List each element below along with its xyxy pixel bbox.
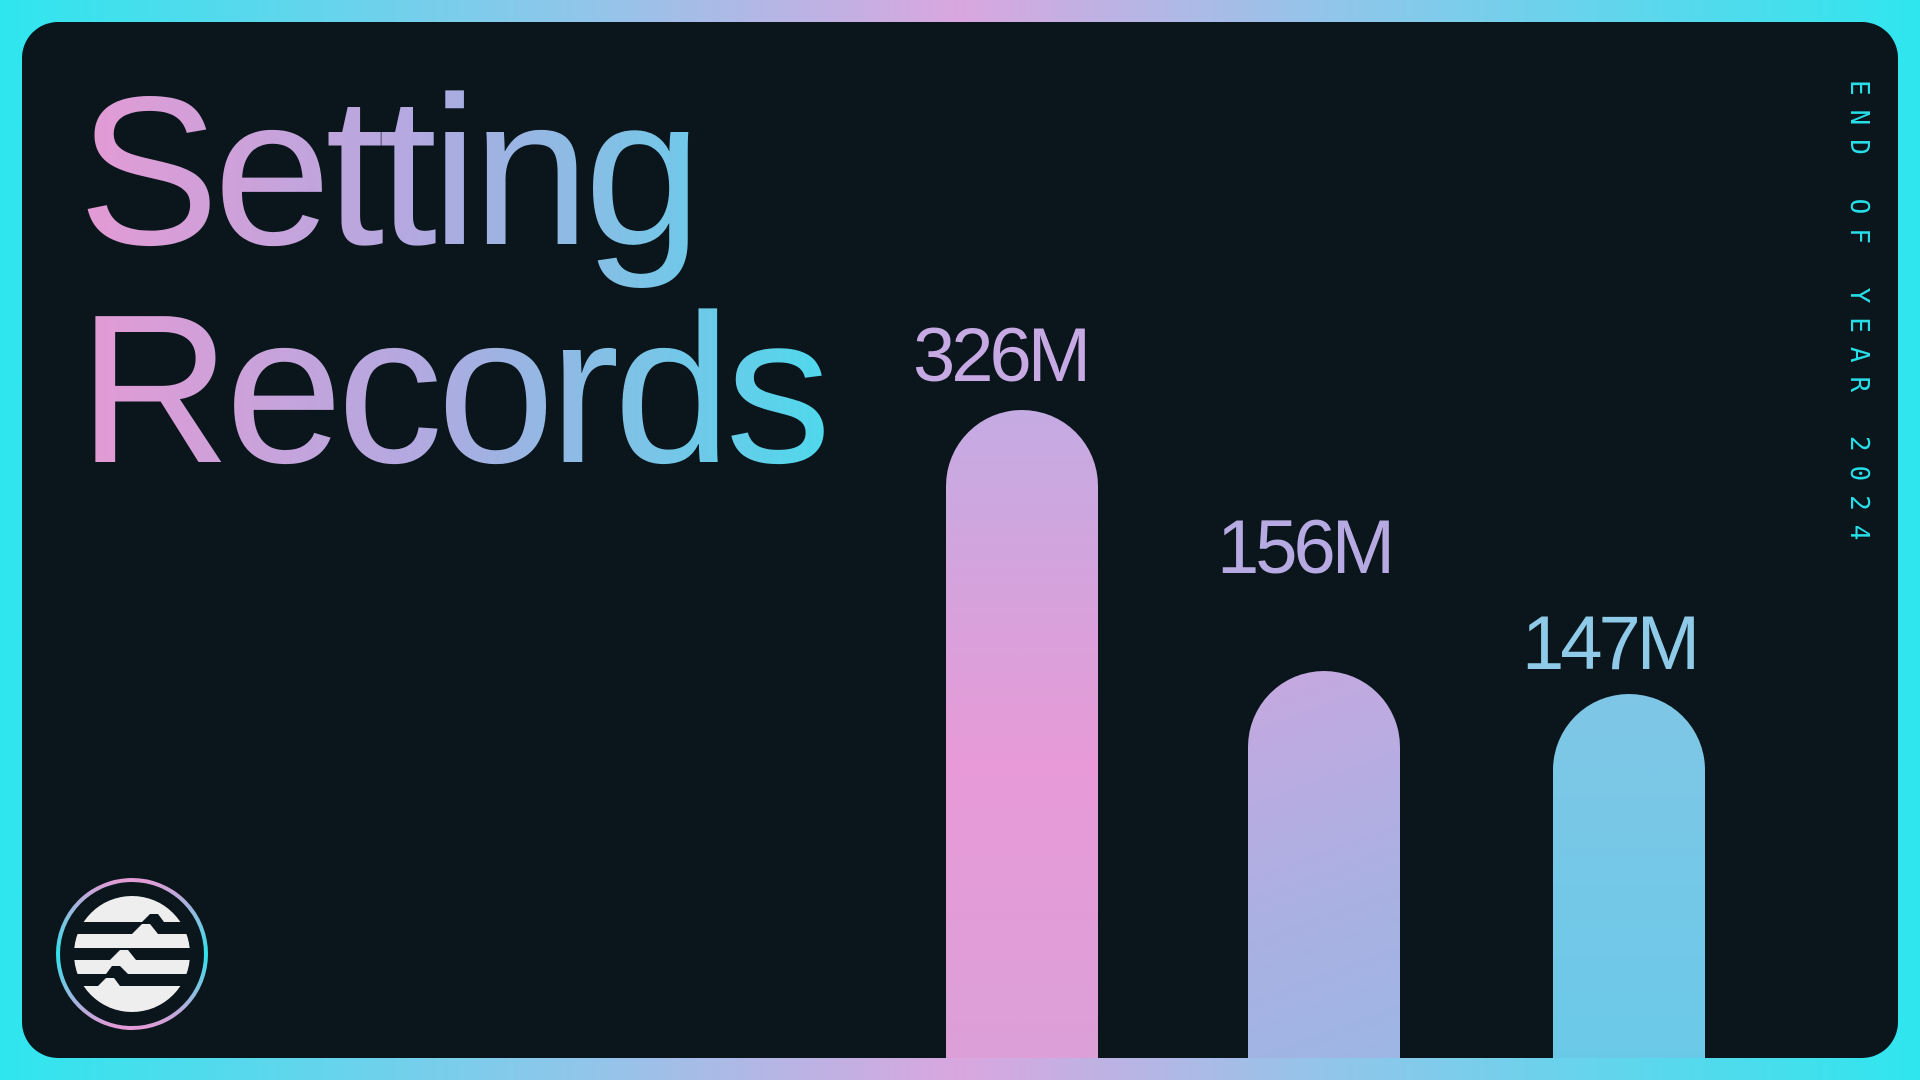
bar-3 [1553, 694, 1705, 1058]
headline: Setting Records [78, 62, 825, 498]
side-label: END OF YEAR 2024 [1844, 80, 1874, 555]
data-label-2: 156M [1216, 505, 1395, 590]
headline-line-1: Setting [78, 52, 697, 289]
aptos-logo-icon [56, 878, 208, 1030]
card-panel: Setting Records END OF YEAR 2024 326M 15… [22, 22, 1898, 1058]
bar-1 [946, 410, 1098, 1058]
data-label-1: 326M [912, 313, 1091, 398]
headline-line-2: Records [78, 270, 826, 507]
data-label-3: 147M [1521, 601, 1700, 686]
bar-2 [1248, 671, 1400, 1058]
